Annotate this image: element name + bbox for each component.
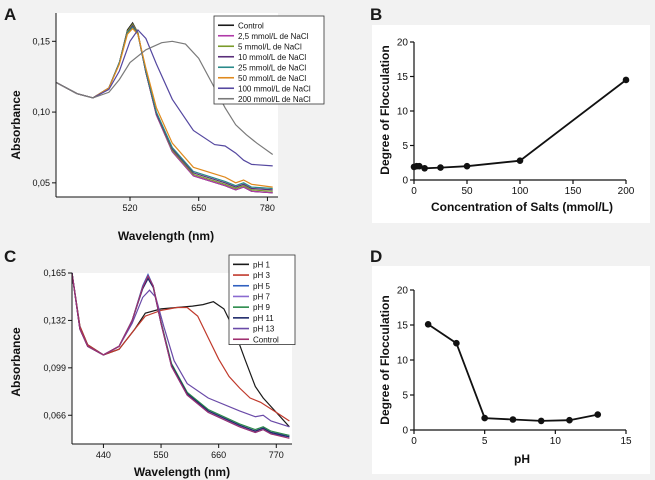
panel-c: C 440 550 660 770 0,066 0,099 0,132 0,165 Wavel… (4, 247, 296, 479)
panel-d-y-tick-label: 5 (402, 391, 408, 402)
panel-d-ylabel: Degree of Flocculation (378, 295, 392, 424)
panel-c-legend-label: pH 7 (253, 292, 270, 301)
panel-d-plot-area: 0 5 10 15 0 5 10 15 20 (397, 286, 632, 448)
panel-d-x-tick-label: 5 (482, 436, 488, 447)
panel-b-x-tick-label: 50 (461, 186, 473, 197)
panel-d-data-point (537, 417, 545, 425)
panel-a-series-line-8 (55, 40, 274, 155)
panel-a-xlabel: Wavelength (nm) (118, 229, 214, 243)
panel-c-y-tick-label: 0,132 (43, 315, 66, 325)
panel-c-xlabel: Wavelength (nm) (134, 465, 230, 479)
panel-a-y-tick-label: 0,05 (32, 178, 50, 188)
panel-b-data-point (622, 76, 630, 84)
panel-c-x-tick-label: 770 (269, 450, 284, 460)
panel-c-x-tick-label: 550 (154, 450, 169, 460)
panel-d-data-point (481, 414, 488, 422)
panel-b-data-point (437, 164, 444, 171)
panel-a-y-tick-label: 0,15 (32, 36, 50, 46)
panel-a-x-tick-label: 520 (122, 203, 137, 213)
panel-c-y-tick-label: 0,066 (43, 410, 66, 420)
panel-d-data-point (424, 321, 432, 328)
panel-d-y-tick-label: 10 (397, 356, 409, 367)
panel-a-series-line-7 (55, 29, 273, 167)
panel-d-xlabel: pH (514, 452, 530, 466)
panel-c-ylabel: Absorbance (9, 327, 23, 397)
panel-a-x-tick-label: 650 (191, 203, 206, 213)
panel-b-y-tick-label: 0 (402, 176, 408, 187)
panel-d: D 0 5 10 15 0 5 10 15 20 pH Degree of Flocculati… (370, 247, 650, 474)
panel-c-legend-label: pH 5 (253, 282, 270, 291)
panel-b-y-tick-label: 15 (397, 72, 409, 83)
panel-c-y-tick-label: 0,099 (43, 363, 66, 373)
panel-a-legend-label: 2,5 mmol/L de NaCl (238, 32, 309, 41)
panel-c-legend-box (228, 254, 296, 345)
panel-a-legend-label: 10 mmol/L de NaCl (238, 53, 306, 62)
panel-c-x-tick-label: 440 (96, 450, 111, 460)
panel-b-x-tick-label: 200 (618, 186, 635, 197)
panel-a-legend-label: 50 mmol/L de NaCl (238, 74, 306, 83)
panel-b-y-tick-label: 5 (402, 141, 408, 152)
panel-a-legend-label: 200 mmol/L de NaCl (238, 95, 311, 104)
panel-a-y-tick-label: 0,10 (32, 107, 50, 117)
panel-letter-c: C (4, 247, 16, 266)
panel-a-legend-label: 100 mmol/L de NaCl (238, 84, 311, 93)
panel-c-legend-label: Control (253, 335, 279, 344)
panel-d-data-point (509, 416, 517, 423)
panel-b-xlabel: Concentration of Salts (mmol/L) (431, 200, 613, 214)
panel-c-series-line-8 (71, 272, 290, 439)
panel-b-plot-area: 0 50 100 150 200 0 5 10 15 20 (397, 38, 635, 198)
panel-c-legend-label: pH 1 (253, 260, 270, 269)
panel-b-data-point (463, 162, 471, 170)
panel-b-x-tick-label: 0 (411, 186, 417, 197)
panel-b-x-tick-label: 150 (565, 186, 582, 197)
panel-letter-b: B (370, 5, 382, 24)
panel-b-x-tick-label: 100 (512, 186, 529, 197)
panel-b-y-tick-label: 10 (397, 107, 409, 118)
panel-a-x-tick-label: 780 (260, 203, 275, 213)
panel-b-data-point (516, 157, 524, 164)
panel-d-data-point (594, 411, 602, 418)
panel-b-background (372, 25, 650, 223)
panel-letter-a: A (4, 5, 16, 24)
panel-b-ylabel: Degree of Flocculation (378, 45, 392, 174)
panel-b: B 0 50 100 150 200 0 5 10 15 20 Concentration of … (370, 5, 650, 223)
panel-d-y-tick-label: 0 (402, 426, 408, 437)
panel-d-data-point (566, 416, 573, 424)
panel-letter-d: D (370, 247, 382, 266)
panel-b-data-point (416, 162, 423, 170)
panel-a-legend-label: Control (238, 21, 264, 30)
panel-a-legend-label: 25 mmol/L de NaCl (238, 63, 306, 72)
panel-c-legend-label: pH 3 (253, 271, 270, 280)
panel-d-y-tick-label: 15 (397, 321, 409, 332)
panel-b-data-point (421, 164, 428, 172)
panel-a-legend-box (213, 15, 325, 105)
panel-c-x-tick-label: 660 (211, 450, 226, 460)
panel-d-background (372, 266, 650, 474)
panel-c-legend-label: pH 11 (253, 314, 274, 323)
panel-d-x-tick-label: 0 (411, 436, 417, 447)
panel-c-legend-label: pH 13 (253, 325, 275, 334)
panel-d-x-tick-label: 15 (620, 436, 632, 447)
panel-a-series-line-6 (55, 27, 273, 188)
panel-d-data-point (453, 339, 460, 347)
panel-d-x-tick-label: 10 (550, 436, 562, 447)
panel-d-y-tick-label: 20 (397, 286, 409, 297)
panel-c-y-tick-label: 0,165 (43, 268, 66, 278)
panel-a-ylabel: Absorbance (9, 90, 23, 160)
panel-b-y-tick-label: 20 (397, 38, 409, 49)
panel-a-legend-label: 5 mmol/L de NaCl (238, 42, 302, 51)
panel-c-legend-label: pH 9 (253, 303, 270, 312)
